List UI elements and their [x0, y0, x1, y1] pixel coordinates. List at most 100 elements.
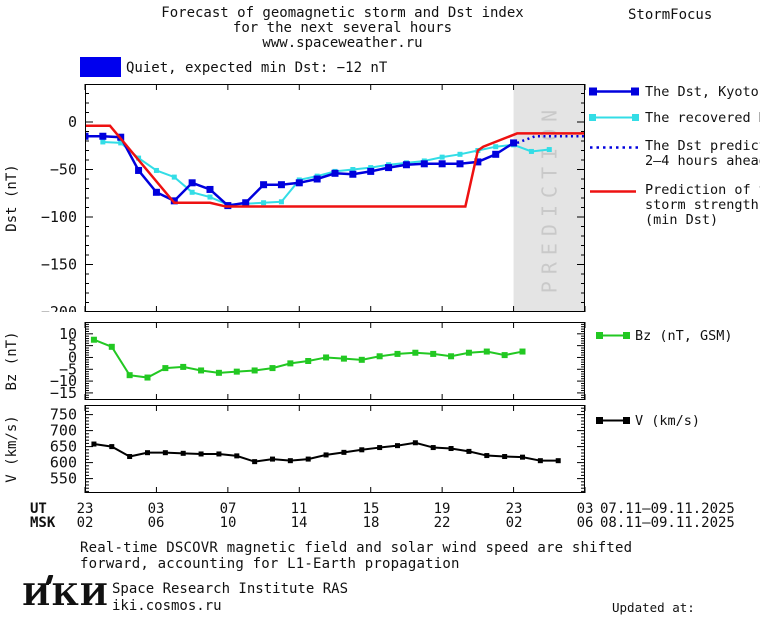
marker-bz — [305, 358, 312, 364]
marker-v — [109, 444, 115, 450]
marker-recovered-dst — [153, 167, 159, 173]
legend-bz: Bz (nT, GSM) — [596, 329, 733, 344]
storm-level-label: Quiet, expected min Dst: −12 nT — [126, 60, 388, 76]
marker-v — [270, 456, 275, 462]
y-tick-label: −150 — [41, 256, 77, 274]
y-tick-label: −50 — [50, 161, 77, 179]
msk-tick: 18 — [362, 515, 380, 531]
marker-dst-kyoto — [402, 161, 410, 169]
y-tick-label: −10 — [50, 372, 77, 390]
marker-v — [466, 448, 472, 454]
marker-bz — [519, 348, 526, 355]
marker-v — [305, 456, 311, 462]
y-tick-label: 0 — [68, 348, 77, 366]
marker-v — [502, 454, 508, 460]
marker-bz — [198, 367, 205, 374]
legend-sample-v — [596, 417, 630, 424]
marker-bz — [465, 349, 472, 356]
legend-recovered-dst: The recovered Dst — [588, 111, 760, 126]
marker-dst-kyoto — [242, 199, 250, 207]
updated-block: Updated at: UT 23:05, 08.11.2025 MSK 02:… — [612, 569, 760, 620]
marker-bz — [108, 343, 115, 350]
msk-tick: 22 — [433, 515, 451, 531]
ut-tick: 03 — [576, 501, 594, 517]
legend-storm-strength: Prediction of the storm strength (min Ds… — [588, 183, 760, 228]
marker-v — [537, 458, 543, 464]
marker-recovered-dst — [100, 139, 106, 145]
brand-stormfocus: StormFocus — [628, 7, 713, 23]
marker-bz — [215, 369, 222, 376]
msk-tick: 02 — [505, 515, 523, 531]
marker-bz — [287, 360, 294, 367]
marker-dst-kyoto — [135, 166, 143, 174]
marker-bz — [430, 350, 437, 357]
marker-recovered-dst — [439, 154, 445, 160]
marker-recovered-dst — [278, 199, 284, 205]
marker-dst-kyoto — [492, 150, 500, 158]
marker-bz — [358, 356, 365, 363]
marker-bz — [323, 354, 330, 361]
marker-dst-kyoto — [99, 132, 107, 140]
legend-label: Bz (nT, GSM) — [635, 328, 733, 344]
series-recovered-dst — [102, 140, 550, 206]
marker-v — [323, 452, 329, 458]
marker-dst-kyoto — [456, 160, 464, 168]
ut-tick: 19 — [433, 501, 451, 517]
marker-v — [180, 450, 186, 456]
institute-site: iki.cosmos.ru — [112, 598, 222, 614]
marker-dst-kyoto — [367, 167, 375, 175]
y-tick-label: 700 — [50, 422, 77, 440]
legend-label: The recovered Dst — [645, 110, 760, 126]
msk-tick: 02 — [76, 515, 94, 531]
y-tick-label: 750 — [50, 406, 77, 424]
legend-sample-bz — [596, 332, 630, 339]
marker-recovered-dst — [189, 189, 195, 195]
marker-v — [162, 450, 168, 456]
y-tick-label: 10 — [59, 325, 77, 343]
marker-bz — [269, 365, 276, 372]
y-axis-title: Bz (nT) — [4, 331, 20, 390]
marker-v — [448, 446, 454, 452]
marker-v — [359, 447, 365, 453]
msk-tick: 06 — [147, 515, 165, 531]
legend-dst-kyoto: The Dst, Kyoto — [588, 85, 759, 100]
x-axis-msk-row: MSK 02 06 10 14 18 22 02 06 08.11–09.11.… — [0, 515, 760, 531]
marker-recovered-dst — [368, 165, 374, 171]
marker-v — [287, 458, 293, 464]
marker-recovered-dst — [118, 140, 124, 146]
marker-dst-kyoto — [313, 175, 321, 183]
y-tick-label: −100 — [41, 208, 77, 226]
marker-bz — [412, 349, 419, 356]
ut-tick: 23 — [505, 501, 523, 517]
institute-block: Space Research Institute RAS iki.cosmos.… — [112, 581, 348, 615]
footer-note-line2: forward, accounting for L1-Earth propaga… — [80, 556, 460, 572]
prediction-band-label: PREDICTION — [537, 103, 561, 293]
marker-bz — [233, 368, 240, 375]
series-storm-strength — [85, 124, 585, 208]
legend-label: Prediction of the storm strength (min Ds… — [645, 182, 760, 228]
ut-row-label: UT — [30, 501, 47, 517]
ut-tick: 07 — [219, 501, 237, 517]
marker-bz — [394, 350, 401, 357]
ut-date-range: 07.11–09.11.2025 — [600, 501, 735, 517]
legend-dst-prediction: The Dst prediction 2–4 hours ahead — [588, 139, 760, 169]
marker-dst-kyoto — [295, 179, 303, 187]
marker-bz — [144, 374, 151, 381]
marker-v — [216, 451, 222, 457]
y-tick-label: −5 — [59, 360, 77, 378]
marker-dst-kyoto — [474, 158, 482, 166]
marker-dst-kyoto — [510, 139, 518, 147]
marker-bz — [483, 348, 490, 355]
page-title: Forecast of geomagnetic storm and Dst in… — [161, 5, 524, 21]
marker-v — [234, 453, 240, 459]
ut-tick: 11 — [290, 501, 308, 517]
marker-bz — [448, 353, 455, 360]
marker-dst-kyoto — [85, 132, 89, 140]
marker-v — [555, 458, 561, 464]
marker-v — [520, 454, 525, 460]
legend-sample-storm-strength — [590, 190, 636, 193]
marker-dst-kyoto — [420, 160, 428, 168]
iki-logo: ИКИ — [22, 578, 109, 613]
